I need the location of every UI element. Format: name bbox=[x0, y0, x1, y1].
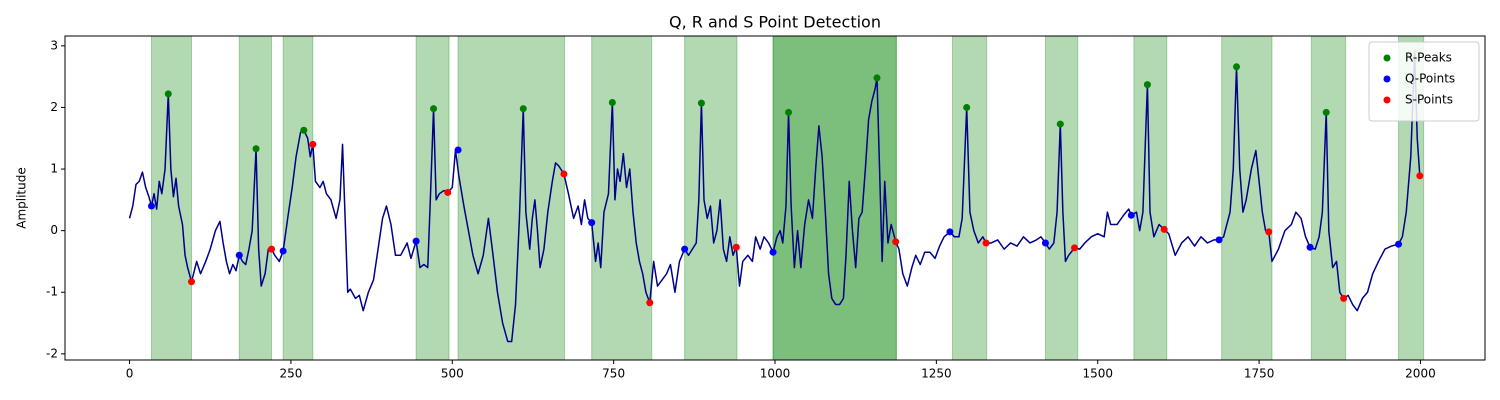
point-marker bbox=[444, 188, 452, 196]
point-marker bbox=[309, 140, 317, 148]
point-marker bbox=[430, 105, 438, 113]
highlight-span bbox=[591, 36, 653, 360]
x-tick-label: 750 bbox=[602, 367, 625, 381]
point-marker bbox=[1070, 244, 1078, 252]
point-marker bbox=[769, 248, 777, 256]
point-marker bbox=[1127, 211, 1135, 219]
highlight-span bbox=[238, 36, 273, 360]
point-marker bbox=[1215, 236, 1223, 244]
x-tick-label: 1250 bbox=[921, 367, 952, 381]
highlight-span bbox=[772, 36, 897, 360]
x-tick-label: 1000 bbox=[760, 367, 791, 381]
point-marker bbox=[608, 99, 616, 107]
highlight-span bbox=[415, 36, 450, 360]
point-marker bbox=[873, 74, 881, 82]
point-marker bbox=[1322, 108, 1330, 116]
point-marker bbox=[519, 105, 527, 113]
point-marker bbox=[785, 108, 793, 116]
point-marker bbox=[147, 202, 155, 210]
x-tick-label: 1500 bbox=[1082, 367, 1113, 381]
point-marker bbox=[235, 251, 243, 259]
point-marker bbox=[252, 145, 260, 153]
legend-label: Q-Points bbox=[1405, 72, 1455, 86]
legend-label: S-Points bbox=[1405, 93, 1453, 107]
point-marker bbox=[1416, 172, 1424, 180]
legend-box bbox=[1368, 41, 1480, 122]
point-marker bbox=[1395, 240, 1403, 248]
y-tick-label: -1 bbox=[46, 285, 58, 299]
x-tick-label: 500 bbox=[441, 367, 464, 381]
point-marker bbox=[164, 90, 172, 98]
y-tick-label: 2 bbox=[50, 100, 58, 114]
point-marker bbox=[1041, 239, 1049, 247]
point-marker bbox=[1306, 243, 1314, 251]
axes-frame bbox=[64, 35, 1486, 361]
highlight-span bbox=[457, 36, 566, 360]
point-marker bbox=[268, 245, 276, 253]
point-marker bbox=[412, 237, 420, 245]
plot-area bbox=[128, 36, 1425, 360]
legend-marker bbox=[1383, 54, 1391, 62]
legend-label: R-Peaks bbox=[1405, 51, 1452, 65]
x-tick-label: 0 bbox=[126, 367, 134, 381]
point-marker bbox=[646, 299, 654, 307]
y-tick-label: 3 bbox=[50, 38, 58, 52]
point-marker bbox=[946, 228, 954, 236]
point-marker bbox=[892, 238, 900, 246]
point-marker bbox=[1143, 81, 1151, 89]
highlight-span bbox=[282, 36, 314, 360]
point-marker bbox=[1265, 228, 1273, 236]
point-marker bbox=[1160, 225, 1168, 233]
highlight-span bbox=[772, 36, 897, 360]
signal-line bbox=[128, 51, 1421, 343]
point-marker bbox=[681, 245, 689, 253]
x-tick-label: 1750 bbox=[1244, 367, 1275, 381]
point-marker bbox=[1056, 120, 1064, 128]
chart-title: Q, R and S Point Detection bbox=[669, 13, 881, 32]
point-marker bbox=[560, 170, 568, 178]
legend-marker bbox=[1383, 96, 1391, 104]
point-marker bbox=[454, 146, 462, 154]
highlight-span bbox=[1044, 36, 1079, 360]
x-tick-label: 2000 bbox=[1405, 367, 1436, 381]
point-marker bbox=[279, 247, 287, 255]
point-marker bbox=[732, 243, 740, 251]
legend-marker bbox=[1383, 75, 1391, 83]
highlight-span bbox=[684, 36, 738, 360]
x-tick-label: 250 bbox=[279, 367, 302, 381]
y-tick-label: 1 bbox=[50, 162, 58, 176]
y-tick-label: 0 bbox=[50, 223, 58, 237]
point-marker bbox=[982, 239, 990, 247]
point-marker bbox=[300, 126, 308, 134]
point-marker bbox=[697, 99, 705, 107]
point-marker bbox=[1233, 63, 1240, 71]
y-axis-label: Amplitude bbox=[15, 167, 29, 229]
y-tick-label: -2 bbox=[46, 346, 58, 360]
point-marker bbox=[188, 278, 196, 286]
point-marker bbox=[588, 219, 596, 227]
point-marker bbox=[1340, 294, 1348, 302]
point-marker bbox=[963, 103, 971, 111]
